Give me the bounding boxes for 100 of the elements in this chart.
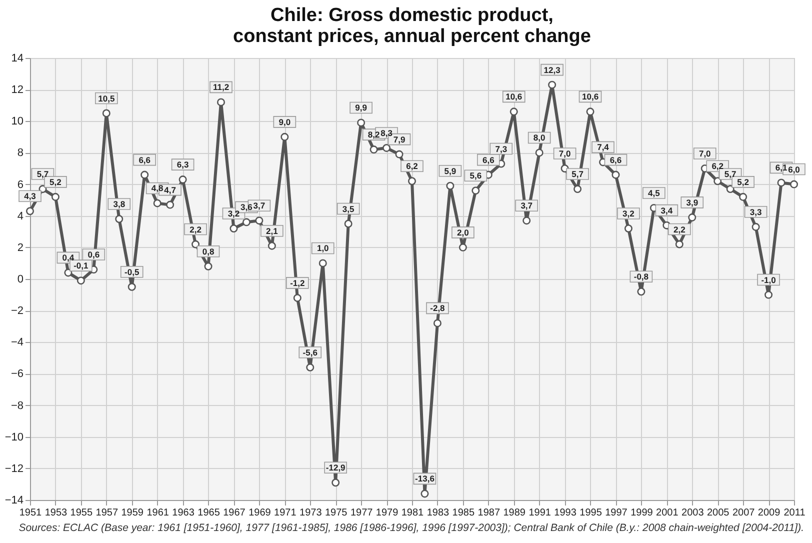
data-label: -2,8 <box>430 303 446 314</box>
x-tick-label: 1981 <box>401 508 424 518</box>
x-tick-label: 1973 <box>300 508 322 518</box>
data-label: 6,6 <box>610 154 622 165</box>
x-tick-label: 1955 <box>70 508 93 518</box>
y-tick-label: 10 <box>11 116 24 128</box>
data-label: 6,3 <box>176 160 189 170</box>
data-label: 6,6 <box>482 154 495 165</box>
data-label: 7,3 <box>495 144 508 154</box>
x-tick-label: 1979 <box>376 508 399 518</box>
data-label: 3,7 <box>253 200 266 211</box>
data-label: 3,2 <box>622 208 635 218</box>
x-tick-label: 2005 <box>706 508 730 518</box>
data-label: 8,0 <box>533 132 546 143</box>
data-label: 6,1 <box>775 162 788 173</box>
data-label: 4,7 <box>164 184 176 195</box>
x-tick-label: 1963 <box>172 508 195 518</box>
data-label: 2,2 <box>673 224 686 234</box>
source-note: Sources: ECLAC (Base year: 1961 [1951-1960], 1977 [1961-1985], 1986 [1986-1996], 1996 [1997-2003]); Central Bank of Chile (B.y.: 2008 chain-weighted [2004-2011]). <box>18 521 805 535</box>
x-tick-label: 2007 <box>732 508 756 518</box>
data-label: 3,8 <box>113 199 126 210</box>
data-label: 7,0 <box>698 148 712 158</box>
data-label: 5,2 <box>50 176 62 187</box>
y-tick-label: 0 <box>17 274 24 286</box>
data-label: -5,6 <box>302 347 318 358</box>
x-tick-label: 1971 <box>274 508 297 518</box>
y-tick-label: 2 <box>17 242 24 254</box>
y-tick-label: 12 <box>11 84 24 96</box>
data-label: 2,0 <box>457 227 470 238</box>
data-label: 3,2 <box>228 208 240 218</box>
x-tick-label: 1987 <box>478 508 500 518</box>
y-tick-label: −8 <box>10 400 24 412</box>
x-tick-label: 1983 <box>426 508 450 518</box>
x-tick-label: 2001 <box>656 508 679 518</box>
x-tick-label: 1977 <box>350 508 374 518</box>
data-label: 3,4 <box>660 205 673 216</box>
x-tick-label: 1989 <box>503 508 526 518</box>
data-label: -12,9 <box>326 462 346 473</box>
y-tick-label: −2 <box>10 305 24 318</box>
data-label: 4,3 <box>24 191 36 202</box>
data-label: -13,6 <box>415 474 435 484</box>
x-tick-label: 1993 <box>554 508 577 518</box>
x-tick-label: 1961 <box>146 508 170 518</box>
x-tick-label: 2009 <box>758 508 781 518</box>
data-label: 3,3 <box>750 206 762 217</box>
y-tick-label: −10 <box>4 431 24 444</box>
data-label: 2,2 <box>190 224 202 234</box>
x-tick-label: 1997 <box>605 508 628 518</box>
y-tick-label: −14 <box>4 494 24 506</box>
data-label: 7,9 <box>393 134 406 144</box>
data-label: 4,8 <box>151 183 164 194</box>
y-tick-label: 8 <box>17 147 24 160</box>
data-label: 5,7 <box>36 169 49 180</box>
x-tick-label: 1969 <box>248 508 272 518</box>
data-label: 6,0 <box>788 164 800 174</box>
y-tick-label: 4 <box>17 210 24 222</box>
y-tick-label: −6 <box>10 368 24 380</box>
data-label: 10,5 <box>98 93 115 104</box>
data-label: -0,5 <box>124 266 140 277</box>
data-label: 5,9 <box>444 166 456 176</box>
data-label: 5,2 <box>737 176 750 187</box>
data-label: -0,1 <box>74 260 89 271</box>
data-label: 9,0 <box>278 116 291 127</box>
data-label: 3,5 <box>342 204 355 214</box>
data-label: 2,1 <box>266 226 278 236</box>
data-label: 12,3 <box>544 64 561 75</box>
data-label: 6,2 <box>406 161 418 172</box>
data-label: -1,2 <box>290 278 305 288</box>
data-label: 6,2 <box>712 161 724 172</box>
x-tick-label: 1985 <box>452 508 475 518</box>
data-label: -1,0 <box>761 274 776 285</box>
data-label: 8,2 <box>368 130 380 140</box>
data-label: 0,6 <box>88 250 100 260</box>
x-tick-label: 1965 <box>198 508 220 518</box>
x-tick-label: 1991 <box>528 508 552 518</box>
data-label: 6,6 <box>138 154 151 165</box>
y-tick-label: 6 <box>17 178 24 191</box>
x-tick-label: 1953 <box>44 508 68 518</box>
data-label: 5,7 <box>572 169 584 180</box>
x-tick-label: 1957 <box>96 508 118 518</box>
data-label: 7,4 <box>597 142 610 152</box>
x-tick-label: 1995 <box>580 508 602 518</box>
data-label: 10,6 <box>506 92 522 102</box>
x-tick-label: 2003 <box>682 508 704 518</box>
x-tick-label: 1959 <box>121 508 144 518</box>
data-label: 5,6 <box>470 170 482 181</box>
chart-title: Chile: Gross domestic product, constant prices, annual percent change <box>233 5 591 47</box>
y-tick-label: 14 <box>11 52 24 64</box>
data-label: 7,0 <box>558 148 571 158</box>
x-tick-label: 1951 <box>19 508 42 518</box>
x-tick-label: 2011 <box>784 508 806 518</box>
data-label: -0,8 <box>634 272 649 282</box>
data-label: 8,3 <box>380 128 393 138</box>
x-tick-label: 1999 <box>630 508 654 518</box>
data-label: 9,9 <box>355 102 368 113</box>
data-label: 5,7 <box>724 169 737 180</box>
data-label: 4,5 <box>648 188 660 198</box>
data-label: 0,4 <box>62 252 74 263</box>
x-tick-label: 1975 <box>324 508 348 518</box>
data-label: 0,8 <box>202 246 214 256</box>
